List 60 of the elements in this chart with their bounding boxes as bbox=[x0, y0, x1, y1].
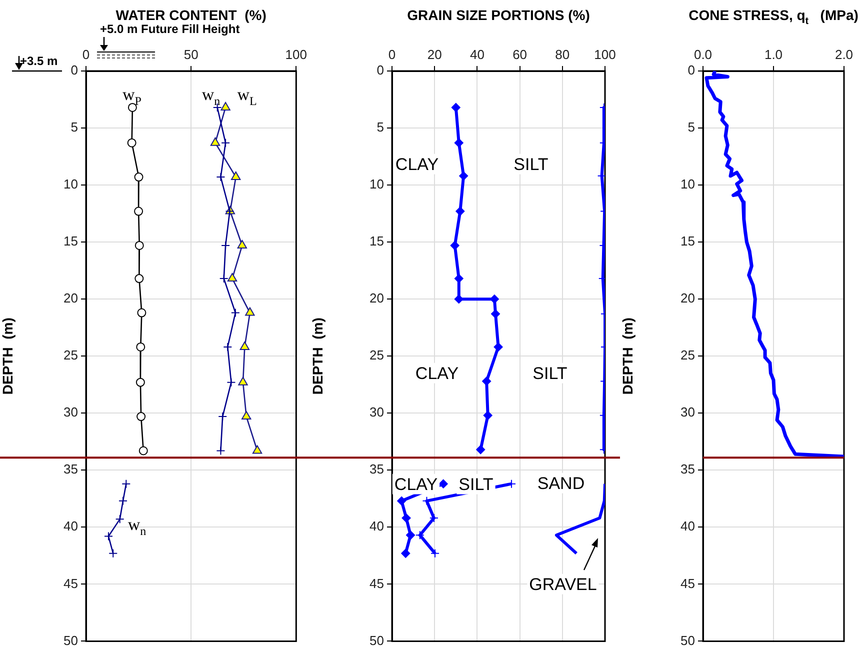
y-tick-label: 0 bbox=[70, 62, 78, 78]
y-tick-label: 30 bbox=[64, 404, 78, 420]
y-tick-label: 25 bbox=[64, 348, 78, 363]
x-tick-label: 80 bbox=[555, 46, 570, 62]
y-tick-label: 35 bbox=[370, 462, 384, 477]
y-tick-label: 45 bbox=[64, 576, 78, 591]
x-tick-label: 0 bbox=[82, 46, 90, 62]
annotation: GRAVEL bbox=[529, 575, 597, 594]
chart-title: WATER CONTENT (%) bbox=[116, 7, 266, 23]
y-tick-label: 30 bbox=[680, 404, 695, 420]
y-axis-title: DEPTH (m) bbox=[0, 318, 16, 395]
y-tick-label: 45 bbox=[680, 576, 695, 591]
annotation: SAND bbox=[537, 474, 585, 493]
y-tick-label: 20 bbox=[64, 290, 78, 306]
text: +5.0 m Future Fill Height bbox=[100, 22, 240, 36]
y-tick-label: 35 bbox=[64, 462, 78, 477]
y-tick-label: 5 bbox=[376, 120, 384, 135]
x-tick-label: 0 bbox=[388, 46, 396, 62]
y-tick-label: 50 bbox=[370, 632, 384, 648]
y-axis-title: DEPTH (m) bbox=[619, 318, 636, 395]
y-tick-label: 5 bbox=[688, 120, 695, 135]
y-tick-label: 40 bbox=[64, 518, 78, 534]
y-tick-label: 35 bbox=[680, 462, 695, 477]
y-tick-label: 0 bbox=[376, 62, 384, 78]
y-tick-label: 5 bbox=[70, 120, 78, 135]
x-tick-label: 50 bbox=[184, 46, 198, 62]
y-tick-label: 30 bbox=[370, 404, 384, 420]
annotation: SILT bbox=[458, 475, 494, 494]
chart-title: GRAIN SIZE PORTIONS (%) bbox=[407, 7, 590, 23]
x-tick-label: 20 bbox=[427, 46, 442, 62]
text: +3.5 m bbox=[20, 54, 58, 68]
x-tick-label: 100 bbox=[285, 46, 308, 62]
y-tick-label: 15 bbox=[64, 234, 78, 249]
y-tick-label: 50 bbox=[680, 632, 695, 648]
y-tick-label: 40 bbox=[680, 518, 695, 534]
annotation: CLAY bbox=[394, 475, 438, 494]
annotation: SILT bbox=[514, 155, 548, 174]
x-tick-label: 100 bbox=[594, 46, 616, 62]
x-tick-label: 2.0 bbox=[834, 46, 854, 62]
y-tick-label: 10 bbox=[64, 176, 78, 192]
x-tick-label: 60 bbox=[512, 46, 528, 62]
y-tick-label: 45 bbox=[370, 576, 384, 591]
y-tick-label: 15 bbox=[370, 234, 384, 249]
y-tick-label: 50 bbox=[64, 632, 78, 648]
y-tick-label: 20 bbox=[680, 290, 695, 306]
x-tick-label: 0.0 bbox=[694, 46, 712, 62]
annotation: SILT bbox=[532, 364, 568, 383]
y-tick-label: 10 bbox=[370, 176, 384, 192]
y-tick-label: 40 bbox=[370, 518, 384, 534]
annotation: CLAY bbox=[395, 155, 439, 174]
y-tick-label: 20 bbox=[370, 290, 384, 306]
y-tick-label: 10 bbox=[680, 176, 695, 192]
y-tick-label: 0 bbox=[688, 62, 695, 78]
y-tick-label: 25 bbox=[370, 348, 384, 363]
x-tick-label: 40 bbox=[470, 46, 484, 62]
y-tick-label: 15 bbox=[680, 234, 695, 249]
x-tick-label: 1.0 bbox=[764, 46, 783, 62]
y-tick-label: 25 bbox=[680, 348, 695, 363]
annotation: CLAY bbox=[415, 364, 459, 383]
y-axis-title: DEPTH (m) bbox=[309, 318, 326, 395]
